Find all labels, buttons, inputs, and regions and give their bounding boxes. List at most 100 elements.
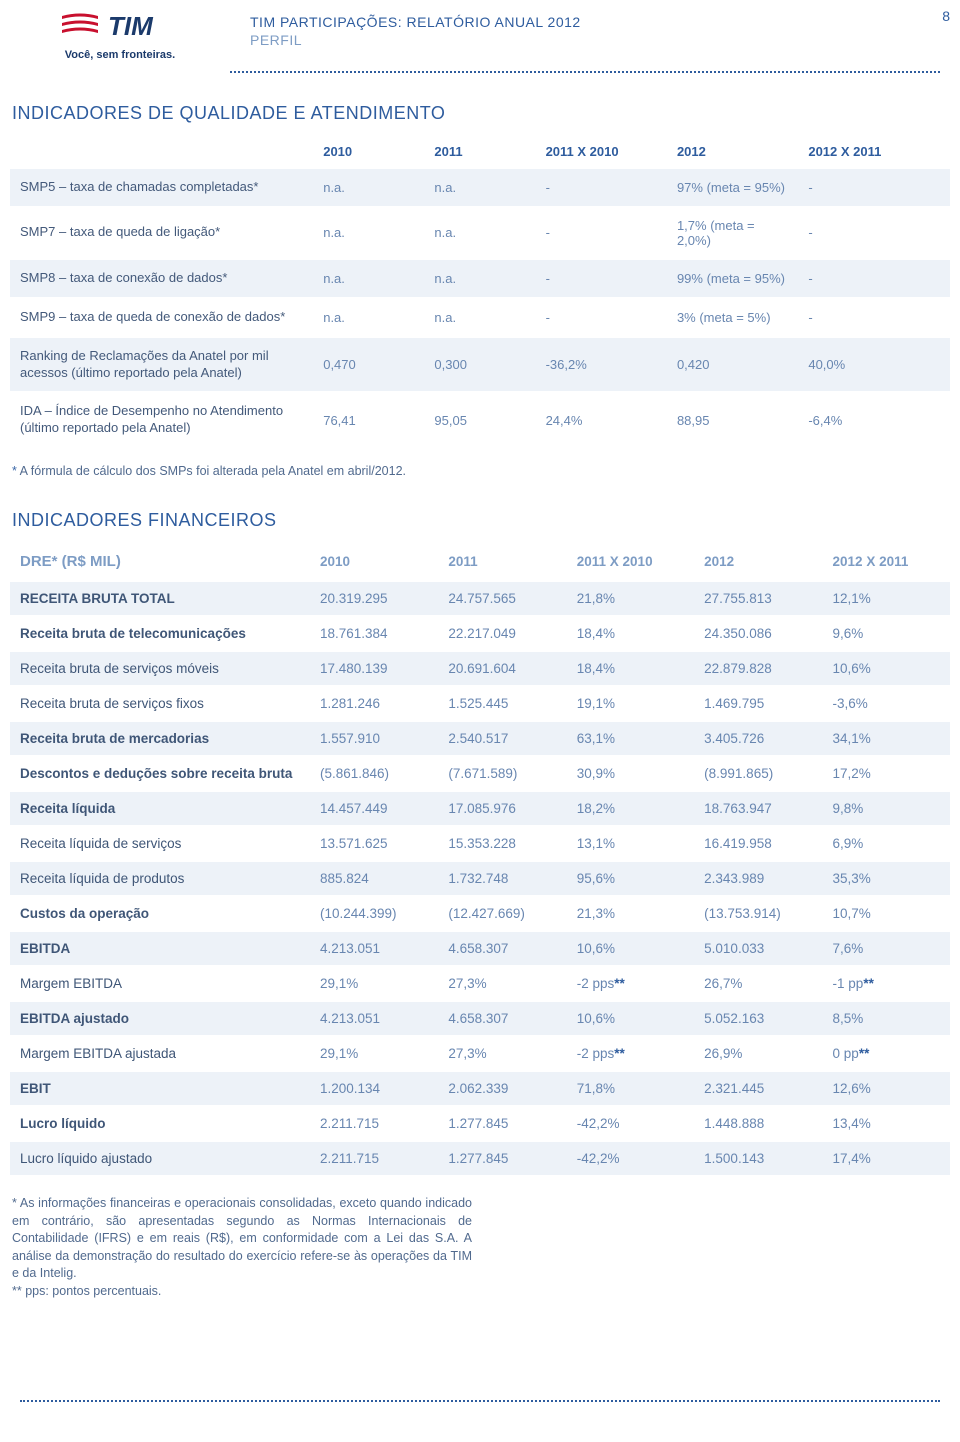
row-label: Margem EBITDA ajustada [10,1037,310,1070]
financial-table: DRE* (R$ MIL) 2010 2011 2011 X 2010 2012… [10,541,950,1177]
row-value: 4.213.051 [310,1002,438,1035]
row-value: 17,4% [823,1142,950,1175]
fin-header-label: DRE* (R$ MIL) [10,543,310,580]
fin-col-2012x2011: 2012 X 2011 [823,543,950,580]
row-value: 17.085.976 [438,792,566,825]
row-value: 12,6% [823,1072,950,1105]
row-value: 88,95 [667,393,798,447]
row-value: 0,470 [313,338,424,392]
row-label: Receita bruta de telecomunicações [10,617,310,650]
row-value: 95,05 [424,393,535,447]
logo-tagline: Você, sem fronteiras. [20,49,220,61]
row-value: - [798,169,950,206]
row-value: (8.991.865) [694,757,822,790]
row-value: 18,4% [567,617,694,650]
table-row: EBITDA ajustado4.213.0514.658.30710,6%5.… [10,1002,950,1035]
row-value: 10,6% [823,652,950,685]
row-value: 24,4% [536,393,667,447]
row-value: 17.480.139 [310,652,438,685]
row-value: 2.321.445 [694,1072,822,1105]
row-value: 3.405.726 [694,722,822,755]
table-row: Lucro líquido ajustado2.211.7151.277.845… [10,1142,950,1175]
table-row: IDA – Índice de Desempenho no Atendiment… [10,393,950,447]
row-value: 26,7% [694,967,822,1000]
row-value: 2.540.517 [438,722,566,755]
row-value: 1.469.795 [694,687,822,720]
row-label: Receita líquida [10,792,310,825]
page-header: TIM Você, sem fronteiras. TIM PARTICIPAÇ… [0,0,960,61]
row-label: Receita bruta de mercadorias [10,722,310,755]
quality-section-title: INDICADORES DE QUALIDADE E ATENDIMENTO [12,103,960,124]
row-value: 4.213.051 [310,932,438,965]
row-value: 16.419.958 [694,827,822,860]
row-value: 2.211.715 [310,1142,438,1175]
row-value: 5.010.033 [694,932,822,965]
row-value: 9,8% [823,792,950,825]
table-row: SMP9 – taxa de queda de conexão de dados… [10,299,950,336]
col-2010: 2010 [313,136,424,167]
quality-footnote: * A fórmula de cálculo dos SMPs foi alte… [12,463,512,480]
row-value: 1.557.910 [310,722,438,755]
row-label: SMP9 – taxa de queda de conexão de dados… [10,299,313,336]
row-value: 34,1% [823,722,950,755]
row-label: Margem EBITDA [10,967,310,1000]
row-value: -1 pp** [823,967,950,1000]
row-value: 8,5% [823,1002,950,1035]
row-value: -42,2% [567,1142,694,1175]
row-label: IDA – Índice de Desempenho no Atendiment… [10,393,313,447]
row-label: Descontos e deduções sobre receita bruta [10,757,310,790]
page-container: TIM Você, sem fronteiras. TIM PARTICIPAÇ… [0,0,960,1442]
row-value: n.a. [313,169,424,206]
fin-col-2011: 2011 [438,543,566,580]
row-label: SMP7 – taxa de queda de ligação* [10,208,313,258]
row-value: 2.062.339 [438,1072,566,1105]
row-value: 63,1% [567,722,694,755]
row-value: -6,4% [798,393,950,447]
financial-footnote: * As informações financeiras e operacion… [12,1195,472,1300]
quality-table: 2010 2011 2011 X 2010 2012 2012 X 2011 S… [10,134,950,449]
row-value: - [798,260,950,297]
row-value: 20.691.604 [438,652,566,685]
row-value: - [536,169,667,206]
row-value: 10,7% [823,897,950,930]
row-value: 24.350.086 [694,617,822,650]
row-value: 24.757.565 [438,582,566,615]
row-value: 15.353.228 [438,827,566,860]
doc-subtitle: PERFIL [250,32,581,48]
row-value: 0 pp** [823,1037,950,1070]
row-value: n.a. [424,169,535,206]
row-value: (5.861.846) [310,757,438,790]
row-value: -42,2% [567,1107,694,1140]
row-label: Custos da operação [10,897,310,930]
table-row: Lucro líquido2.211.7151.277.845-42,2%1.4… [10,1107,950,1140]
row-value: 27,3% [438,967,566,1000]
table-row: Margem EBITDA29,1%27,3%-2 pps**26,7%-1 p… [10,967,950,1000]
row-value: 13,4% [823,1107,950,1140]
footnote1-text: As informações financeiras e operacionai… [12,1196,472,1280]
row-value: 18,4% [567,652,694,685]
row-value: n.a. [313,299,424,336]
row-value: 99% (meta = 95%) [667,260,798,297]
row-value: 18,2% [567,792,694,825]
col-2011x2010: 2011 X 2010 [536,136,667,167]
row-value: 6,9% [823,827,950,860]
row-label: Receita bruta de serviços fixos [10,687,310,720]
double-star: ** [614,976,625,991]
row-value: 17,2% [823,757,950,790]
row-value: 7,6% [823,932,950,965]
double-star: ** [859,1046,870,1061]
table-row: SMP5 – taxa de chamadas completadas*n.a.… [10,169,950,206]
table-row: Custos da operação(10.244.399)(12.427.66… [10,897,950,930]
table-row: Receita bruta de serviços fixos1.281.246… [10,687,950,720]
table-row: SMP8 – taxa de conexão de dados*n.a.n.a.… [10,260,950,297]
row-value: (12.427.669) [438,897,566,930]
row-label: Lucro líquido [10,1107,310,1140]
row-value: 97% (meta = 95%) [667,169,798,206]
table-row: Receita bruta de telecomunicações18.761.… [10,617,950,650]
row-value: 1.281.246 [310,687,438,720]
row-value: 18.763.947 [694,792,822,825]
row-value: 40,0% [798,338,950,392]
footnote2-star: ** [12,1284,22,1298]
row-value: 26,9% [694,1037,822,1070]
row-value: 18.761.384 [310,617,438,650]
